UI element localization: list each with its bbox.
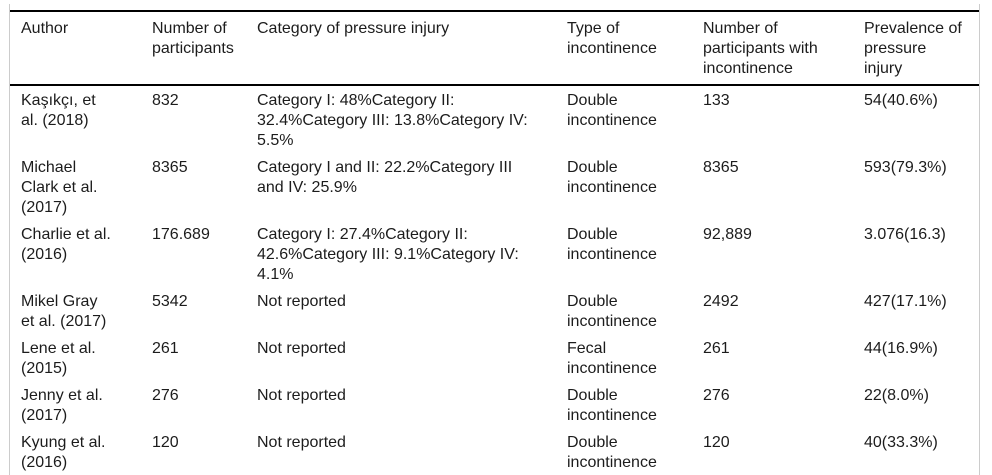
cell-prevalence: 593(79.3%) [864,159,947,176]
cell-author: Jenny et al. (2017) [21,387,103,424]
cell-incontinence-type: Fecal incontinence [567,340,657,377]
table-row: Michael Clark et al. (2017) 8365 Categor… [10,153,979,220]
cell-author: Charlie et al. (2016) [21,226,111,263]
cell-prevalence: 427(17.1%) [864,293,947,310]
cell-participants-with-incontinence: 261 [703,340,730,357]
cell-participants-with-incontinence: 92,889 [703,226,752,243]
table-row: Kaşıkçı, et al. (2018) 832 Category I: 4… [10,85,979,153]
cell-prevalence: 54(40.6%) [864,92,938,109]
table-row: Jenny et al. (2017) 276 Not reported Dou… [10,381,979,428]
column-header-prevalence: Prevalence of pressure injury [864,11,979,86]
cell-participants: 276 [152,387,179,404]
cell-category: Not reported [257,293,346,310]
cell-category: Not reported [257,387,346,404]
cell-prevalence: 3.076(16.3) [864,226,946,243]
cell-category: Category I: 27.4%Category II: 42.6%Categ… [257,226,519,283]
cell-incontinence-type: Double incontinence [567,293,657,330]
cell-participants: 120 [152,434,179,451]
cell-author: Mikel Gray et al. (2017) [21,293,107,330]
header-row: Author Number of participants Category o… [10,11,979,86]
cell-participants: 832 [152,92,179,109]
cell-participants-with-incontinence: 276 [703,387,730,404]
cell-incontinence-type: Double incontinence [567,434,657,471]
column-header-category: Category of pressure injury [257,11,567,86]
cell-incontinence-type: Double incontinence [567,387,657,424]
cell-participants: 176.689 [152,226,210,243]
table-row: Kyung et al. (2016) 120 Not reported Dou… [10,428,979,475]
column-header-participants: Number of participants [150,11,257,86]
table-sheet: Author Number of participants Category o… [9,4,980,475]
cell-category: Not reported [257,340,346,357]
cell-incontinence-type: Double incontinence [567,226,657,263]
column-header-author: Author [10,11,150,86]
cell-participants: 261 [152,340,179,357]
cell-participants: 5342 [152,293,188,310]
cell-author: Kaşıkçı, et al. (2018) [21,92,96,129]
cell-prevalence: 40(33.3%) [864,434,938,451]
table-row: Mikel Gray et al. (2017) 5342 Not report… [10,287,979,334]
cell-participants-with-incontinence: 8365 [703,159,739,176]
cell-participants-with-incontinence: 2492 [703,293,739,310]
cell-incontinence-type: Double incontinence [567,159,657,196]
cell-prevalence: 22(8.0%) [864,387,929,404]
cell-incontinence-type: Double incontinence [567,92,657,129]
cell-category: Category I and II: 22.2%Category III and… [257,159,513,196]
table-row: Charlie et al. (2016) 176.689 Category I… [10,220,979,287]
cell-category: Category I: 48%Category II: 32.4%Categor… [257,92,528,149]
column-header-incontinence-type: Type of incontinence [567,11,703,86]
cell-author: Kyung et al. (2016) [21,434,106,471]
cell-participants-with-incontinence: 133 [703,92,730,109]
cell-author: Michael Clark et al. (2017) [21,159,98,216]
cell-participants: 8365 [152,159,188,176]
cell-prevalence: 44(16.9%) [864,340,938,357]
column-header-participants-with-incontinence: Number of participants with incontinence [703,11,864,86]
pressure-injury-studies-table: Author Number of participants Category o… [10,10,979,475]
cell-category: Not reported [257,434,346,451]
cell-participants-with-incontinence: 120 [703,434,730,451]
table-row: Lene et al. (2015) 261 Not reported Feca… [10,334,979,381]
cell-author: Lene et al. (2015) [21,340,96,377]
